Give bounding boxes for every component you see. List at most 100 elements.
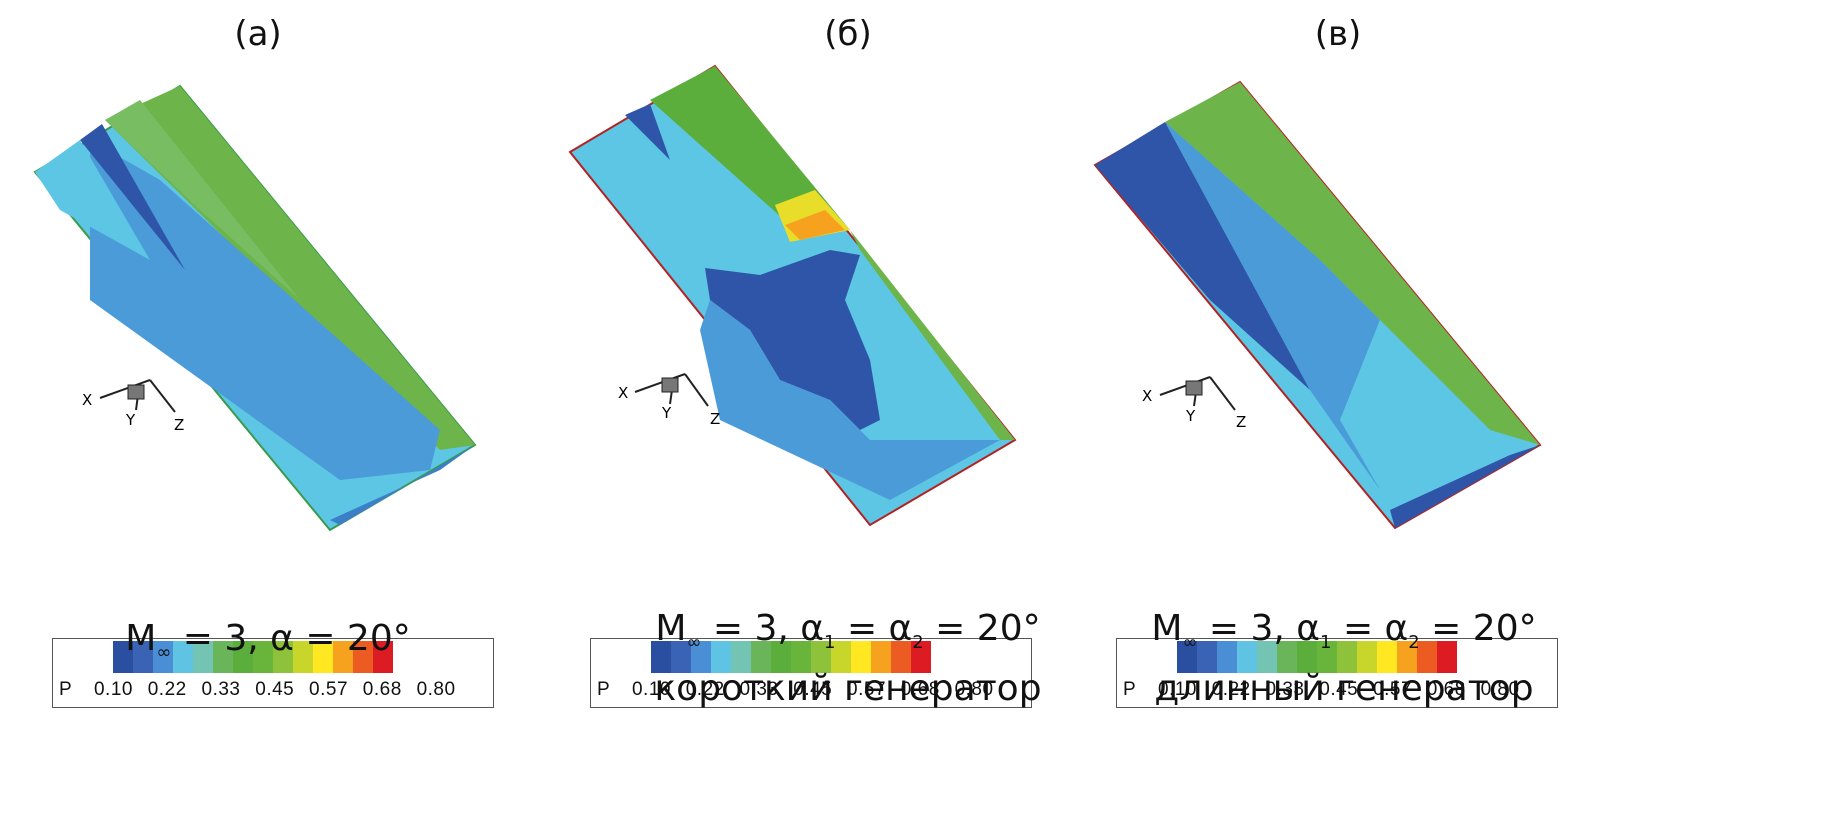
mach-symbol: M (1151, 608, 1183, 649)
region-orange (785, 210, 845, 240)
alpha-sub-1: 1 (1320, 632, 1332, 654)
swatch-14 (1437, 641, 1457, 673)
tick: 0.10 (631, 679, 671, 700)
region-mid-blue (700, 300, 1000, 500)
caption-a: M∞ = 3, α = 20° (0, 616, 576, 676)
panel-c-label: (в) (1314, 14, 1362, 54)
swatch-10 (1357, 641, 1377, 673)
caption-eq-b: = α (835, 608, 913, 649)
swatch-7 (233, 641, 253, 673)
axis-y-label: Y (1185, 407, 1196, 425)
caption-eq: = 3, α = 20° (171, 618, 411, 659)
swatch-6 (213, 641, 233, 673)
mach-sub: ∞ (156, 642, 172, 664)
colorbar-a: P 0.10 0.22 0.33 0.45 0.57 0.68 0.80 (52, 638, 494, 708)
swatch-8 (1317, 641, 1337, 673)
caption-eq-c: = 20° (1419, 608, 1537, 649)
mach-symbol: M (655, 608, 687, 649)
alpha-sub-2: 2 (912, 632, 924, 654)
mach-sub: ∞ (686, 632, 702, 654)
tick: 0.10 (93, 679, 133, 700)
panel-b: (б) X Y Z (560, 0, 1176, 824)
tick: 0.57 (1373, 679, 1413, 700)
caption-eq-b: = α (1331, 608, 1409, 649)
tick: 0.22 (685, 679, 725, 700)
swatch-1 (651, 641, 671, 673)
region-dark-blue (1095, 122, 1310, 390)
mach-sub: ∞ (1182, 632, 1198, 654)
tick: 0.68 (362, 679, 402, 700)
mach-symbol: M (125, 618, 157, 659)
swatch-3 (1217, 641, 1237, 673)
axis-z-label: Z (174, 416, 184, 434)
contour-plot-c: X Y Z (1093, 80, 1542, 530)
swatch-14 (373, 641, 393, 673)
colorbar-variable: P (59, 679, 73, 700)
axis-y-label: Y (661, 404, 672, 422)
swatch-2 (1197, 641, 1217, 673)
swatch-1 (1177, 641, 1197, 673)
swatch-4 (711, 641, 731, 673)
contour-plot-b: X Y Z (568, 64, 1017, 527)
caption-b-line2: короткий генератор (654, 668, 1042, 710)
region-green (650, 66, 850, 230)
swatch-11 (851, 641, 871, 673)
colorbar-variable: P (1123, 679, 1137, 700)
swatch-3 (153, 641, 173, 673)
contour-plot-a: X Y Z (33, 84, 477, 532)
region-bottom-blue (330, 445, 475, 525)
swatch-12 (1397, 641, 1417, 673)
tick: 0.68 (1426, 679, 1466, 700)
region-light-blue (1340, 320, 1490, 490)
swatch-7 (771, 641, 791, 673)
swatch-8 (791, 641, 811, 673)
axis-x-label: X (82, 391, 92, 409)
colorbar-swatches (113, 641, 393, 673)
axis-x-label: X (618, 384, 628, 402)
colorbar-ticks: P 0.10 0.22 0.33 0.45 0.57 0.68 0.80 (597, 679, 1003, 701)
tick: 0.45 (793, 679, 833, 700)
region-dark-blue (80, 124, 185, 270)
axis-cube (661, 377, 679, 393)
axis-cube (1185, 380, 1203, 396)
alpha-sub-1: 1 (824, 632, 836, 654)
panel-c: (в) X Y Z (1090, 0, 1706, 824)
caption-c-line1: M∞ = 3, α1 = α2 = 20° (1036, 606, 1652, 666)
region-dark-blue-top (625, 104, 670, 160)
colorbar-swatches (651, 641, 931, 673)
tick: 0.80 (1480, 679, 1520, 700)
swatch-14 (911, 641, 931, 673)
axis-cube (127, 384, 145, 400)
swatch-13 (891, 641, 911, 673)
panel-a-label: (a) (234, 14, 282, 54)
colorbar-c: P 0.10 0.22 0.33 0.45 0.57 0.68 0.80 (1116, 638, 1558, 708)
region-light-blue (35, 140, 150, 260)
tick: 0.45 (1319, 679, 1359, 700)
swatch-6 (751, 641, 771, 673)
tick: 0.10 (1157, 679, 1197, 700)
colorbar-variable: P (597, 679, 611, 700)
colorbar-swatches (1177, 641, 1457, 673)
swatch-11 (313, 641, 333, 673)
caption-b: M∞ = 3, α1 = α2 = 20° короткий генератор (540, 606, 1156, 712)
colorbar-b: P 0.10 0.22 0.33 0.45 0.57 0.68 0.80 (590, 638, 1032, 708)
tick: 0.57 (847, 679, 887, 700)
swatch-10 (293, 641, 313, 673)
tick: 0.80 (416, 679, 456, 700)
tick: 0.68 (900, 679, 940, 700)
caption-eq-a: = 3, α (701, 608, 825, 649)
swatch-8 (253, 641, 273, 673)
region-green-light (105, 100, 300, 300)
swatch-11 (1377, 641, 1397, 673)
caption-c-line2: длинный генератор (1154, 668, 1534, 710)
swatch-1 (113, 641, 133, 673)
caption-c: M∞ = 3, α1 = α2 = 20° длинный генератор (1036, 606, 1652, 712)
region-mid-blue (90, 140, 440, 480)
colorbar-ticks: P 0.10 0.22 0.33 0.45 0.57 0.68 0.80 (59, 679, 465, 701)
colorbar-ticks: P 0.10 0.22 0.33 0.45 0.57 0.68 0.80 (1123, 679, 1529, 701)
panel-a: (a) X Y Z (0, 0, 616, 824)
caption-b-line1: M∞ = 3, α1 = α2 = 20° (540, 606, 1156, 666)
swatch-7 (1297, 641, 1317, 673)
region-green-right (850, 230, 1015, 440)
swatch-13 (1417, 641, 1437, 673)
